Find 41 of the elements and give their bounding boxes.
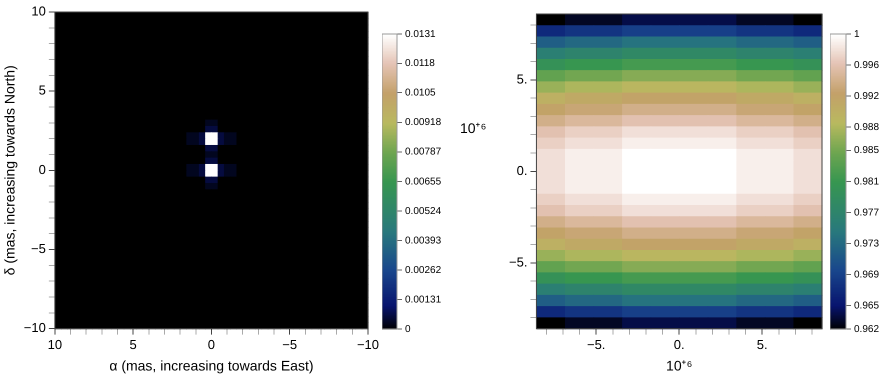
color-bar-label: 0.00787 [405, 146, 442, 158]
color-bar-label: 0.996 [854, 60, 880, 71]
y-tick-label: 5 [38, 82, 46, 98]
y-axis-title: 10⁺⁶ [460, 119, 486, 137]
color-bar-label: 0.0118 [405, 58, 436, 70]
color-bar-label: 0.973 [854, 238, 880, 250]
x-tick-label: −5 [282, 336, 298, 352]
x-tick-label: 5. [756, 336, 768, 352]
color-bar-label: 0.988 [854, 122, 880, 133]
x-tick-label: 5 [130, 336, 137, 352]
color-bar-label: 1 [854, 28, 860, 40]
color-bar-label: 0.962 [854, 324, 880, 335]
x-tick-label: −10 [356, 336, 380, 352]
color-bar-label: 0.00524 [405, 206, 442, 217]
color-bar-label: 0 [405, 324, 411, 335]
x-tick-label: 0 [208, 336, 216, 352]
color-bar-label: 0.992 [854, 90, 880, 102]
y-axis-title: δ (mas, increasing towards North) [1, 65, 18, 276]
x-tick-label: −5. [586, 336, 606, 352]
color-bar-label: 0.981 [854, 176, 880, 188]
y-tick-label: −5 [31, 241, 46, 256]
y-tick-label: 5. [516, 71, 528, 86]
color-bar-label: 0.0131 [405, 28, 436, 40]
y-tick-label: 0 [38, 162, 46, 177]
color-bar-label: 0.977 [854, 207, 880, 218]
x-axis-title: α (mas, increasing towards East) [109, 357, 314, 374]
color-bar-label: 0.969 [854, 269, 880, 280]
color-bar-label: 0.00918 [405, 117, 442, 128]
color-bar-label: 0.985 [854, 145, 880, 156]
color-bar-label: 0.0105 [405, 87, 436, 98]
y-tick-label: 0. [516, 162, 528, 178]
y-tick-label: −10 [24, 320, 46, 336]
color-bar-label: 0.00262 [405, 264, 442, 276]
y-tick-label: −5. [508, 254, 528, 270]
color-bar-label: 0.00393 [405, 235, 442, 246]
x-axis-title: 10⁺⁶ [666, 357, 692, 374]
y-tick-label: 10 [31, 4, 46, 19]
color-bar-label: 0.965 [854, 300, 880, 312]
x-tick-label: 0. [674, 336, 685, 352]
color-bar-label: 0.00655 [405, 176, 442, 188]
color-bar-label: 0.00131 [405, 294, 442, 306]
